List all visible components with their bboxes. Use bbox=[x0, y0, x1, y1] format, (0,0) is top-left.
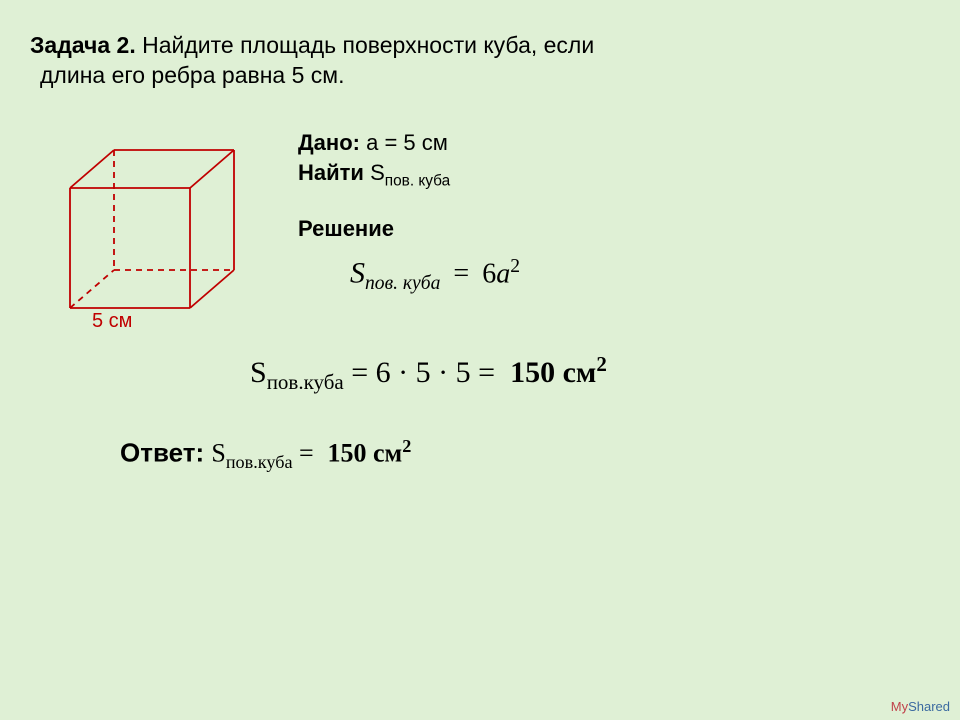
formula-S: S bbox=[350, 256, 365, 289]
cube-diagram bbox=[60, 136, 240, 336]
answer-line: Ответ: Sпов.куба = 150 см2 bbox=[120, 436, 411, 473]
given-label: Дано: bbox=[298, 130, 360, 155]
answer-symbol: S bbox=[211, 439, 225, 468]
answer-value: 150 см bbox=[327, 439, 402, 468]
answer-exp: 2 bbox=[402, 436, 411, 456]
calc-S: S bbox=[250, 356, 267, 389]
watermark-part1: My bbox=[891, 699, 908, 714]
problem-title-line1: Задача 2. Найдите площадь поверхности ку… bbox=[30, 34, 594, 57]
answer-label: Ответ: bbox=[120, 438, 204, 468]
given-block: Дано: а = 5 см Найти Sпов. куба bbox=[298, 128, 450, 192]
watermark-part2: Shared bbox=[908, 699, 950, 714]
formula-coeff: 6 bbox=[482, 258, 496, 289]
cube-svg bbox=[60, 136, 240, 336]
surface-area-formula: Sпов. куба = 6a2 bbox=[350, 256, 520, 295]
solution-label: Решение bbox=[298, 216, 394, 242]
problem-title-line2: длина его ребра равна 5 см. bbox=[40, 64, 344, 87]
calc-eq: = 6 · 5 · 5 = bbox=[344, 356, 503, 389]
given-value: а = 5 см bbox=[366, 130, 448, 155]
find-label: Найти bbox=[298, 160, 364, 185]
calc-sub: пов.куба bbox=[267, 370, 344, 394]
formula-exp: 2 bbox=[510, 256, 520, 277]
problem-text-1: Найдите площадь поверхности куба, если bbox=[142, 32, 594, 58]
watermark: MyShared bbox=[891, 699, 950, 714]
problem-label: Задача 2. bbox=[30, 32, 136, 58]
calc-result: 150 см bbox=[510, 356, 596, 389]
calc-exp: 2 bbox=[596, 352, 607, 376]
find-symbol: S bbox=[370, 160, 385, 185]
find-line: Найти Sпов. куба bbox=[298, 158, 450, 192]
formula-sub: пов. куба bbox=[365, 273, 440, 294]
find-subscript: пов. куба bbox=[385, 172, 450, 189]
answer-eq: = bbox=[293, 439, 321, 468]
formula-var: a bbox=[496, 258, 510, 289]
formula-eq: = bbox=[447, 258, 475, 289]
answer-sub: пов.куба bbox=[226, 452, 293, 472]
calculation-line: Sпов.куба = 6 · 5 · 5 = 150 см2 bbox=[250, 352, 607, 395]
slide-content: Задача 2. Найдите площадь поверхности ку… bbox=[0, 0, 960, 720]
cube-edge-label: 5 см bbox=[92, 310, 132, 333]
given-line: Дано: а = 5 см bbox=[298, 128, 450, 158]
